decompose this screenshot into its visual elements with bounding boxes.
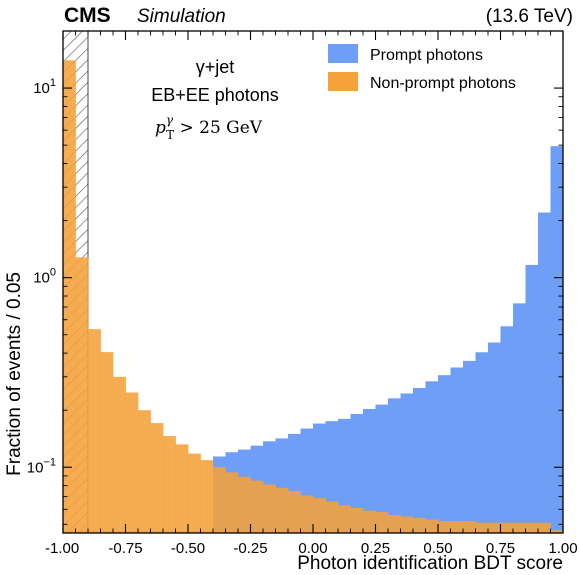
bar-prompt (338, 418, 351, 533)
y-tick-label: 100 (33, 267, 56, 287)
legend: Prompt photons Non-prompt photons (328, 44, 516, 92)
bar-prompt (538, 212, 551, 533)
bar-non-prompt (338, 505, 351, 533)
bar-prompt (475, 352, 489, 533)
pt-cut-annotation: pγ T > 25 GeV (155, 113, 263, 142)
bar-non-prompt (388, 514, 401, 533)
bar-prompt (550, 146, 563, 533)
bar-prompt (513, 303, 526, 533)
simulation-label: Simulation (137, 6, 226, 27)
pt-cut-subscript: T (166, 128, 174, 142)
bar-non-prompt (375, 512, 389, 533)
bar-non-prompt (275, 487, 289, 533)
cms-label: CMS (64, 4, 111, 27)
bar-prompt (500, 326, 514, 533)
bar-prompt (413, 387, 426, 533)
bar-non-prompt (175, 444, 189, 533)
bar-non-prompt (163, 436, 176, 533)
process-annotation: γ+jet (196, 57, 235, 77)
legend-label-non-prompt: Non-prompt photons (370, 75, 516, 92)
bar-non-prompt (450, 521, 464, 533)
bar-prompt (525, 264, 539, 533)
bar-non-prompt (150, 423, 164, 533)
bar-non-prompt (213, 467, 226, 533)
bar-non-prompt (325, 501, 339, 533)
x-tick-label: -0.75 (108, 540, 142, 557)
legend-swatch-non-prompt (328, 72, 358, 91)
energy-label: (13.6 TeV) (486, 6, 573, 27)
legend-swatch-prompt (328, 44, 358, 63)
pt-cut-superscript: γ (166, 113, 174, 127)
bar-prompt (450, 367, 464, 533)
bar-non-prompt (313, 497, 326, 533)
x-axis: -1.00 -0.75 -0.50 -0.25 0.00 0.25 0.50 0.75 1.00 (45, 31, 578, 557)
x-tick-label: -0.25 (233, 540, 267, 557)
bar-prompt (463, 360, 476, 533)
bar-prompt (363, 408, 376, 533)
x-axis-label: Photon identification BDT score (297, 553, 563, 574)
bar-non-prompt (225, 472, 239, 533)
legend-label-prompt: Prompt photons (370, 47, 483, 64)
bar-prompt (350, 413, 364, 533)
y-tick-label: 101 (33, 77, 56, 97)
bar-prompt (488, 342, 501, 533)
x-tick-label: 0.75 (486, 540, 515, 557)
bar-non-prompt (75, 257, 89, 533)
bar-non-prompt (238, 476, 251, 533)
x-tick-label: 0.50 (423, 540, 452, 557)
bar-non-prompt (188, 453, 201, 533)
bar-non-prompt (363, 510, 376, 533)
bar-prompt (400, 393, 414, 533)
bar-non-prompt (125, 392, 139, 533)
bar-non-prompt (438, 521, 451, 533)
y-tick-label: 10−1 (27, 456, 56, 476)
bar-non-prompt (288, 490, 301, 533)
bar-prompt (425, 381, 439, 533)
x-tick-label: -1.00 (45, 540, 79, 557)
x-tick-label: 0.00 (298, 540, 327, 557)
x-tick-label: 1.00 (548, 540, 577, 557)
bar-non-prompt (425, 519, 439, 533)
bar-prompt (438, 375, 451, 533)
bar-prompt (388, 398, 401, 533)
bar-non-prompt (350, 507, 364, 533)
bar-non-prompt (475, 522, 489, 533)
bar-non-prompt (463, 521, 476, 533)
category-annotation: EB+EE photons (151, 85, 279, 105)
bar-non-prompt (100, 352, 114, 533)
bar-non-prompt (113, 376, 126, 533)
bar-non-prompt (413, 517, 426, 533)
x-tick-label: 0.25 (361, 540, 390, 557)
series-non-prompt-photons (63, 60, 563, 533)
bar-non-prompt (400, 516, 414, 533)
bar-non-prompt (550, 530, 563, 533)
bar-non-prompt (500, 522, 514, 533)
bar-non-prompt (488, 522, 501, 533)
y-axis-label: Fraction of events / 0.05 (4, 272, 25, 476)
bar-non-prompt (525, 522, 539, 533)
bar-non-prompt (513, 522, 526, 533)
bar-non-prompt (63, 60, 76, 533)
pt-cut-value: > 25 GeV (174, 118, 263, 138)
bar-non-prompt (88, 329, 101, 533)
bar-prompt (375, 404, 389, 533)
y-axis: 10−1 100 101 (27, 30, 563, 525)
bar-non-prompt (538, 522, 551, 533)
bar-non-prompt (263, 484, 276, 533)
pt-cut-symbol: p (155, 118, 166, 138)
x-tick-label: -0.50 (171, 540, 205, 557)
bar-non-prompt (300, 495, 314, 533)
bar-non-prompt (250, 480, 264, 533)
bar-non-prompt (200, 460, 214, 533)
bar-non-prompt (138, 410, 151, 533)
